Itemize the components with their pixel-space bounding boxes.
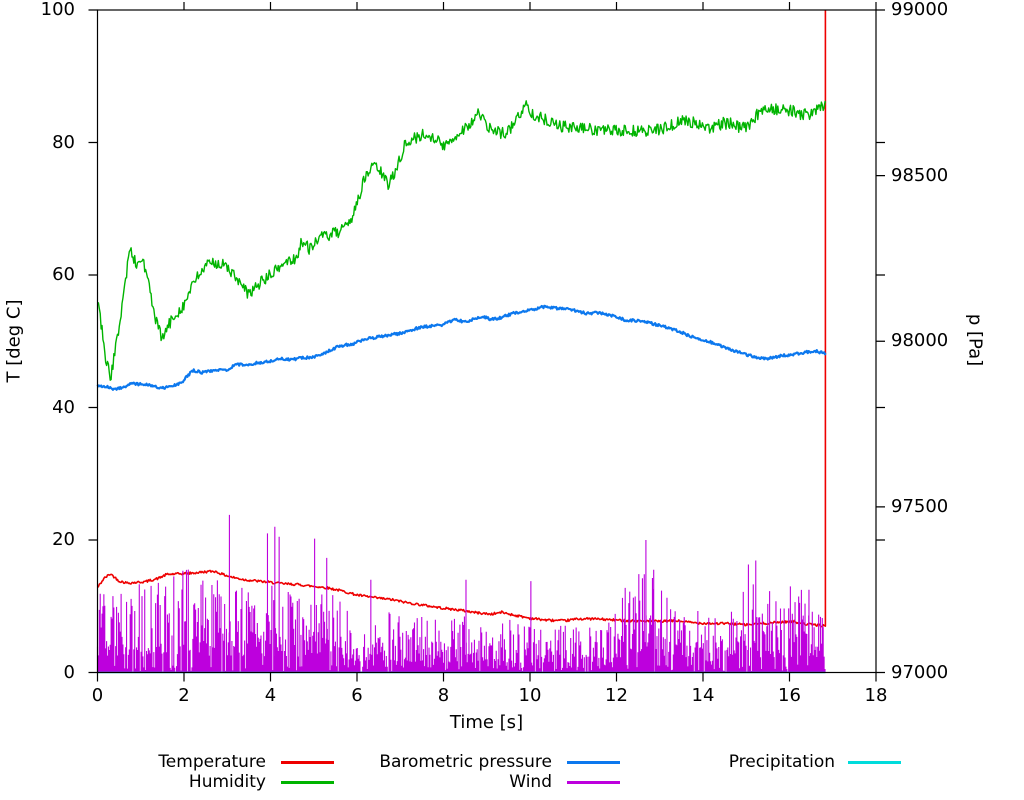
legend-item-humidity: Humidity: [188, 772, 266, 792]
legend-item-pressure: Barometric pressure: [379, 752, 552, 772]
left-y-tick-label: 80: [52, 131, 75, 153]
left-y-axis-title: T [deg C]: [3, 299, 25, 383]
x-tick-label: 8: [437, 685, 450, 706]
series-humidity-line: [97, 100, 827, 381]
left-y-tick-label: 0: [63, 661, 75, 683]
series-pressure-line: [96, 304, 827, 391]
axis-ticks: [88, 2, 885, 682]
right-y-tick-label: 97500: [891, 495, 949, 517]
x-tick-label: 18: [864, 685, 888, 706]
legend-line-pressure: [567, 761, 620, 764]
right-y-tick-label: 98000: [891, 330, 949, 352]
x-tick-label: 4: [264, 685, 277, 706]
x-tick-label: 14: [691, 685, 715, 706]
x-tick-label: 16: [778, 685, 801, 706]
right-y-tick-label: 98500: [891, 164, 949, 186]
right-y-tick-label: 99000: [891, 0, 949, 20]
legend-item-temperature: Temperature: [158, 752, 266, 772]
legend-item-wind: Wind: [509, 772, 552, 792]
left-y-tick-label: 40: [52, 396, 75, 418]
legend-line-humidity: [281, 781, 334, 784]
right-y-tick-label: 97000: [891, 661, 949, 683]
x-axis-title: Time [s]: [449, 712, 524, 733]
plot-border: [96, 9, 877, 674]
x-tick-label: 12: [605, 685, 628, 706]
left-y-tick-label: 100: [40, 0, 75, 20]
legend-line-precipitation: [848, 761, 901, 764]
legend-line-wind: [567, 781, 620, 784]
right-y-axis-title: p [Pa]: [964, 313, 986, 367]
legend-item-precipitation: Precipitation: [728, 752, 835, 772]
left-y-tick-label: 20: [52, 529, 75, 550]
series-temperature-line: [96, 10, 827, 628]
x-tick-label: 2: [178, 685, 190, 706]
x-tick-label: 0: [91, 685, 104, 706]
series-wind-line: [96, 514, 826, 673]
x-tick-label: 10: [518, 685, 542, 706]
left-y-tick-label: 60: [52, 264, 75, 285]
legend-line-temperature: [281, 761, 334, 764]
x-tick-label: 6: [351, 685, 363, 706]
